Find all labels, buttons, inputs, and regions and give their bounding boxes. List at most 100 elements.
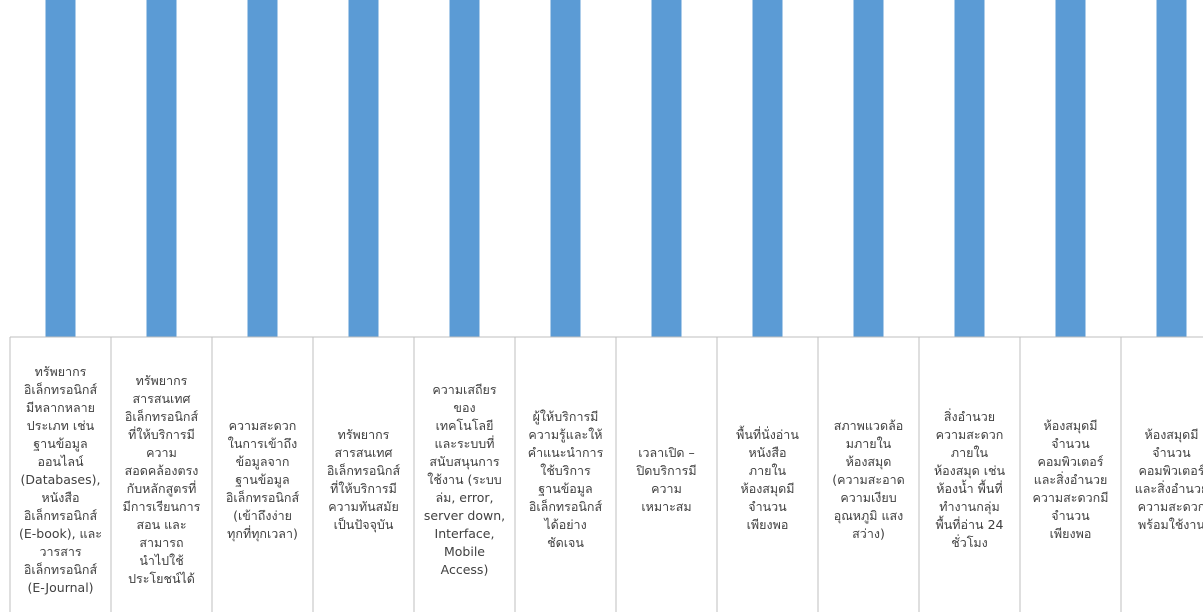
category-label-line: สอน และ <box>136 517 186 532</box>
category-label-line: ใช้บริการ <box>540 463 591 478</box>
category-label-line: เพียงพอ <box>1050 526 1092 541</box>
category-label-line: ปิดบริการมี <box>636 463 697 478</box>
category-label: ทรัพยากรสารสนเทศอิเล็กทรอนิกส์ที่ให้บริก… <box>327 427 401 533</box>
category-label-line: ทรัพยากร <box>35 364 87 379</box>
category-label-line: ชัดเจน <box>547 535 584 550</box>
category-label-line: สว่าง) <box>852 526 885 541</box>
category-label-line: อิเล็กทรอนิกส์ <box>125 409 199 424</box>
category-labels-group: ทรัพยากรอิเล็กทรอนิกส์มีหลากหลายประเภท เ… <box>19 364 1203 595</box>
category-label-line: (เข้าถึงง่าย <box>233 508 292 523</box>
category-label-line: ความ <box>651 481 682 496</box>
category-label-line: สารสนเทศ <box>133 391 191 406</box>
category-label-line: ที่ให้บริการมี <box>128 426 195 442</box>
category-label-line: อิเล็กทรอนิกส์ <box>226 490 300 505</box>
category-label-line: ความสะดวก <box>1138 499 1203 514</box>
bar <box>247 0 278 337</box>
category-label: ผู้ให้บริการมีความรู้และให้คำแนะนำการใช้… <box>528 409 604 550</box>
category-label-line: ภายใน <box>749 463 787 478</box>
bar <box>449 0 480 337</box>
category-label-line: Interface, <box>435 526 495 541</box>
category-label-line: ความรู้และให้ <box>528 427 602 443</box>
category-label-line: ประเภท เช่น <box>27 418 95 433</box>
bar <box>348 0 379 337</box>
category-label-line: วารสาร <box>39 544 81 559</box>
category-label-line: ทำงานกลุ่ม <box>939 499 999 515</box>
category-label-line: พร้อมใช้งาน <box>1138 517 1203 532</box>
category-label-line: ข้อมูลจาก <box>236 454 290 470</box>
category-label-line: อิเล็กทรอนิกส์ <box>24 382 98 397</box>
category-label-line: อิเล็กทรอนิกส์ <box>24 508 98 523</box>
category-label-line: อิเล็กทรอนิกส์ <box>327 463 401 478</box>
category-label-line: ประโยชน์ได้ <box>128 571 195 586</box>
category-label-line: ฐานข้อมูล <box>33 436 87 452</box>
category-label-line: Access) <box>441 562 489 577</box>
bar <box>1156 0 1187 337</box>
category-label-line: ความเงียบ <box>840 490 896 505</box>
category-label-line: อุณหภูมิ แสง <box>834 508 904 524</box>
category-label-line: อิเล็กทรอนิกส์ <box>529 499 603 514</box>
category-label-line: คำแนะนำการ <box>528 445 604 460</box>
category-label-line: ชั่วโมง <box>951 534 988 550</box>
category-label-line: ทุกที่ทุกเวลา) <box>227 525 298 542</box>
bar <box>1055 0 1086 337</box>
category-label-line: มภายใน <box>846 436 892 451</box>
category-label-line: สนับสนุนการ <box>429 454 499 470</box>
category-label-line: ฐานข้อมูล <box>235 472 289 488</box>
category-label-line: ภายใน <box>951 445 989 460</box>
category-label-line: (E-Journal) <box>27 580 93 595</box>
category-label: พื้นที่นั่งอ่านหนังสือภายในห้องสมุดมีจำน… <box>736 425 799 532</box>
category-label-line: สอดคล้องตรง <box>125 463 199 478</box>
category-label: สภาพแวดล้อมภายในห้องสมุด (ความสะอาดความเง… <box>832 418 905 541</box>
category-label-line: ห้องสมุด <box>846 454 892 470</box>
category-label: สิ่งอำนวยความสะดวกภายในห้องสมุด เช่นห้อง… <box>934 408 1006 550</box>
category-label: ทรัพยากรสารสนเทศอิเล็กทรอนิกส์ที่ให้บริก… <box>123 373 201 586</box>
category-label-line: พื้นที่อ่าน 24 <box>936 515 1004 532</box>
category-label-line: ใช้งาน (ระบบ <box>427 472 501 487</box>
bar <box>752 0 783 337</box>
category-label-line: ที่ให้บริการมี <box>330 480 397 496</box>
category-label-line: เวลาเปิด – <box>638 445 695 460</box>
category-label-line: ในการเข้าถึง <box>228 436 297 451</box>
category-label-line: ห้องสมุดมี <box>1144 427 1198 443</box>
category-label-line: ความเสถียร <box>432 382 496 397</box>
category-label-line: สามารถ <box>139 535 183 550</box>
category-label-line: และสิ่งอำนวย <box>1034 471 1108 487</box>
category-label-line: คอมพิวเตอร์ <box>1139 463 1203 478</box>
category-label-line: คอมพิวเตอร์ <box>1038 454 1104 469</box>
category-label-line: จำนวน <box>1152 445 1191 460</box>
category-label-line: หนังสือ <box>41 490 79 505</box>
bar <box>550 0 581 337</box>
category-label-line: เป็นปัจจุบัน <box>334 517 394 533</box>
category-label-line: ทรัพยากร <box>136 373 188 388</box>
category-label-line: เพียงพอ <box>747 517 789 532</box>
category-label-line: ห้องสมุด เช่น <box>934 463 1006 479</box>
category-label-line: สภาพแวดล้อ <box>834 418 904 433</box>
category-label-line: ได้อย่าง <box>543 517 586 532</box>
category-label-line: Mobile <box>444 544 485 559</box>
category-label-line: ห้องสมุดมี <box>1043 418 1097 434</box>
category-label: ห้องสมุดมีจำนวนคอมพิวเตอร์และสิ่งอำนวยคว… <box>1135 427 1203 532</box>
category-label-line: สิ่งอำนวย <box>944 408 995 424</box>
category-label-line: หนังสือ <box>748 445 786 460</box>
category-label-line: ห้องสมุดมี <box>740 481 794 497</box>
category-label-line: ความสะดวก <box>229 418 297 433</box>
category-label-line: ออนไลน์ <box>37 454 84 469</box>
category-axis <box>9 336 1203 612</box>
category-label-line: (Databases), <box>21 472 101 487</box>
category-label-line: เหมาะสม <box>641 499 691 514</box>
bar <box>954 0 985 337</box>
category-label-line: ฐานข้อมูล <box>538 481 592 497</box>
category-label-line: ผู้ให้บริการมี <box>533 409 599 425</box>
category-label: ห้องสมุดมีจำนวน คอมพิวเตอร์และสิ่งอำนวยคว… <box>1033 418 1109 541</box>
category-label-line: จำนวน <box>1051 508 1090 523</box>
category-label-line: ความสะดวกมี <box>1033 490 1109 505</box>
category-label: เวลาเปิด – ปิดบริการมีความเหมาะสม <box>636 445 697 514</box>
category-label-line: นำไปใช้ <box>139 553 183 568</box>
category-label-line: สารสนเทศ <box>335 445 393 460</box>
category-label-line: ล่ม, error, <box>435 490 493 505</box>
category-label-line: server down, <box>424 508 505 523</box>
category-label-line: (E-book), และ <box>19 526 102 541</box>
category-label-line: และระบบที่ <box>435 435 495 451</box>
category-label-line: ความทันสมัย <box>328 499 399 514</box>
